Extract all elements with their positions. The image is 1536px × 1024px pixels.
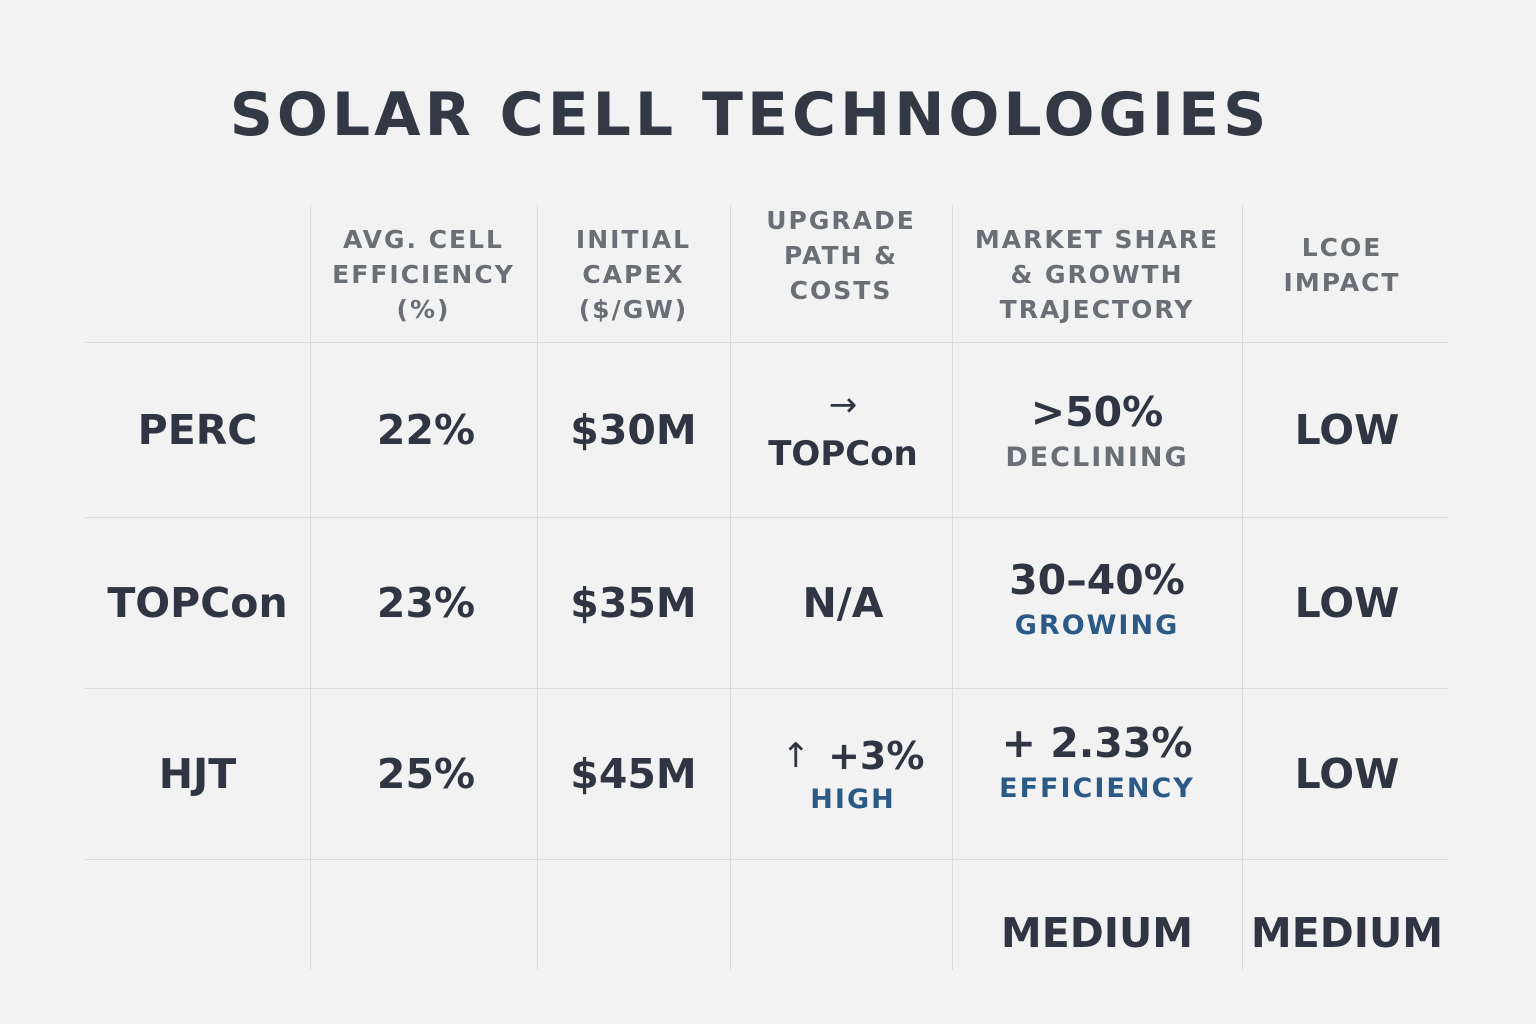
lcoe-value: LOW xyxy=(1294,750,1400,798)
row-label-topcon: TOPCon xyxy=(107,579,288,627)
page-title: SOLAR CELL TECHNOLOGIES xyxy=(229,80,1271,150)
market-trend: GROWING xyxy=(1014,609,1180,641)
footer-market-value: MEDIUM xyxy=(1000,908,1194,957)
upgrade-value: N/A xyxy=(802,579,884,627)
grid-line xyxy=(85,342,1448,343)
market-share-value: + 2.33% xyxy=(1001,719,1193,767)
efficiency-value: 23% xyxy=(376,579,476,627)
grid-line xyxy=(85,688,1448,689)
lcoe-value: LOW xyxy=(1294,406,1400,454)
grid-line xyxy=(85,859,1448,860)
capex-value: $35M xyxy=(570,579,697,627)
upgrade-cell: → TOPCon xyxy=(730,343,956,517)
upgrade-cost: HIGH xyxy=(810,783,896,815)
up-arrow-icon: ↑ xyxy=(781,735,811,776)
footer-lcoe-value: MEDIUM xyxy=(1250,908,1444,957)
grid-line xyxy=(310,205,311,970)
efficiency-value: 22% xyxy=(376,406,476,454)
market-trend: EFFICIENCY xyxy=(999,773,1195,804)
market-cell: + 2.33% EFFICIENCY xyxy=(952,689,1242,834)
row-label-perc: PERC xyxy=(137,406,258,454)
market-cell: >50% DECLINING xyxy=(952,343,1242,517)
row-label-hjt: HJT xyxy=(158,750,237,798)
market-share-value: >50% xyxy=(1030,387,1164,436)
grid-line xyxy=(730,205,731,970)
grid-line xyxy=(85,517,1448,518)
column-header-upgrade: UPGRADE PATH & COSTS xyxy=(766,205,916,305)
column-header-lcoe: LCOE IMPACT xyxy=(1283,233,1401,297)
efficiency-value: 25% xyxy=(376,750,476,798)
column-header-market: MARKET SHARE & GROWTH TRAJECTORY xyxy=(974,224,1220,324)
market-trend: DECLINING xyxy=(1005,441,1189,473)
lcoe-value: LOW xyxy=(1294,579,1400,627)
capex-value: $30M xyxy=(570,406,697,454)
market-cell: 30–40% GROWING xyxy=(952,518,1242,678)
upgrade-cell: ↑ +3% HIGH xyxy=(730,689,956,859)
upgrade-value: TOPCon xyxy=(768,434,918,474)
column-header-efficiency: AVG. CELL EFFICIENCY (%) xyxy=(332,224,515,324)
grid-line xyxy=(537,205,538,970)
right-arrow-icon: → xyxy=(828,385,858,425)
market-share-value: 30–40% xyxy=(1009,555,1185,604)
grid-line xyxy=(1242,205,1243,970)
grid-line xyxy=(952,205,953,970)
upgrade-value: +3% xyxy=(828,733,925,778)
capex-value: $45M xyxy=(570,750,697,798)
column-header-capex: INITIAL CAPEX ($/GW) xyxy=(575,224,692,324)
